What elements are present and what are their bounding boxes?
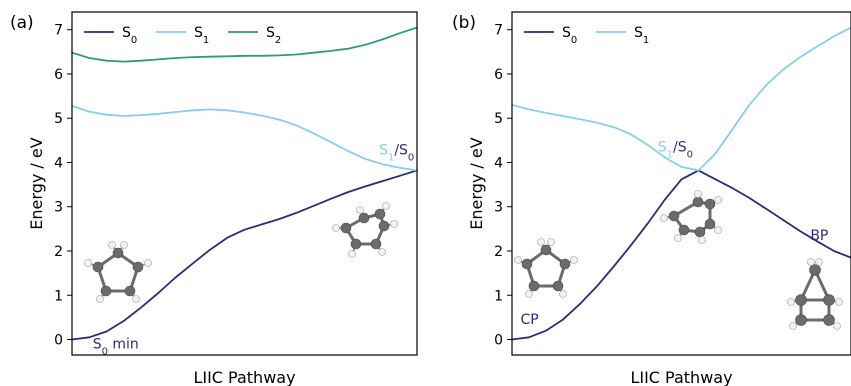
annotation: CP [520, 312, 538, 328]
annotation: S1/S0 [658, 139, 693, 160]
panel-b: 0 1 2 3 4 5 6 7 LIIC Pathway Energy / eV (b) S0 S1 CP… [452, 11, 851, 386]
y-tick-label: 2 [494, 244, 503, 260]
y-tick-label: 2 [54, 244, 63, 260]
series-line-S1 [71, 104, 418, 172]
y-tick-label: 7 [494, 23, 503, 39]
molecule-cyclopentadiene-b [514, 238, 578, 298]
y-tick-label: 5 [494, 111, 503, 127]
molecule-ci-geometry-b [660, 190, 722, 244]
y-axis-label: Energy / eV [467, 137, 486, 229]
annotation: S0 min [93, 336, 139, 357]
series-line-S2 [71, 26, 418, 63]
y-tick-label: 6 [494, 67, 503, 83]
y-tick-label: 1 [54, 288, 63, 304]
legend-entry: S0 [562, 25, 577, 46]
y-tick-label: 4 [494, 155, 503, 171]
x-axis-label: LIIC Pathway [193, 368, 295, 386]
legend-entry: S2 [266, 25, 281, 46]
y-tick-label: 6 [54, 67, 63, 83]
y-tick-label: 4 [54, 155, 63, 171]
legend-entry: S1 [634, 25, 649, 46]
legend-entry: S1 [194, 25, 209, 46]
legend-entry: S0 [122, 25, 137, 46]
y-tick-label: 0 [54, 333, 63, 349]
series-line-S0 [511, 169, 851, 341]
molecule-cyclopentadiene-a [84, 241, 152, 303]
panel-a: 0 1 2 3 4 5 6 7 LIIC Pathway Energy / eV (a) S0 S1 S2… [10, 11, 418, 386]
x-axis-label: LIIC Pathway [630, 368, 732, 386]
panel-label: (a) [10, 13, 34, 33]
y-tick-label: 3 [54, 200, 63, 216]
y-axis-label: Energy / eV [27, 137, 46, 229]
molecule-bicyclic-product-b [787, 258, 843, 330]
y-tick-label: 7 [54, 23, 63, 39]
y-tick-label: 1 [494, 288, 503, 304]
panel-label: (b) [452, 13, 476, 33]
molecule-ci-geometry-a [332, 202, 398, 258]
annotation: S1/S0 [379, 143, 414, 164]
plot-frame [511, 11, 851, 356]
y-tick-label: 5 [54, 111, 63, 127]
series-line-S1 [511, 26, 851, 172]
annotation: BP [810, 228, 828, 244]
series-line-S0 [71, 169, 418, 341]
y-tick-label: 0 [494, 333, 503, 349]
plot-frame [71, 11, 418, 356]
y-tick-label: 3 [494, 200, 503, 216]
